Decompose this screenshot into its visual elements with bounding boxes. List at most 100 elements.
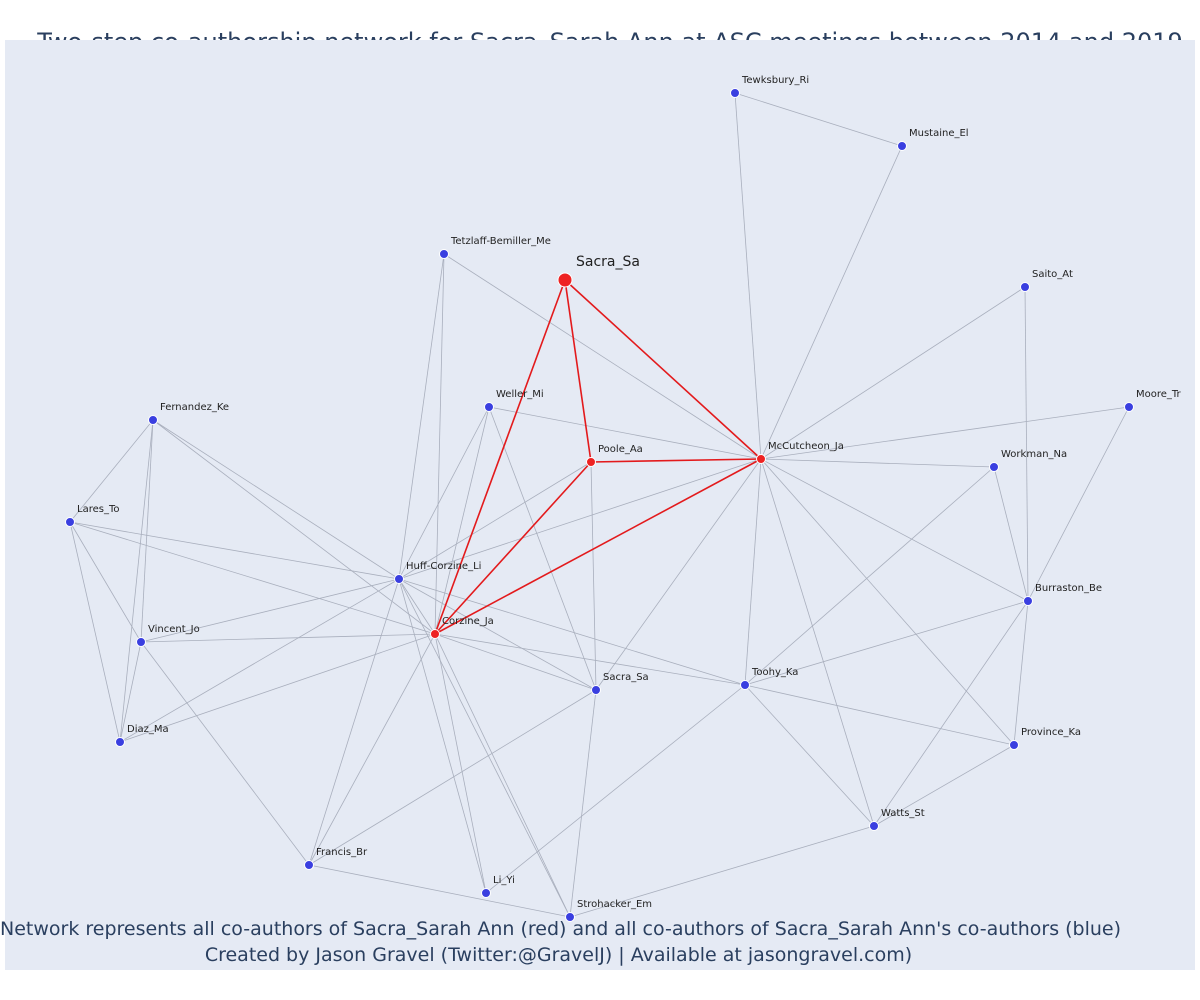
edge-Province_Ka-Watts_St (873, 744, 1015, 827)
edge-Poole_Aa-Huff-Corzine_Li (398, 461, 592, 580)
edge-Weller_Mi-Corzine_Ja (434, 406, 490, 635)
edge-Moore_Tr-Burraston_Be (1027, 406, 1130, 602)
footer-description: Network represents all co-authors of Sac… (0, 918, 1122, 940)
node-label-Toohy_Ka: Toohy_Ka (751, 667, 798, 678)
node-Burraston_Be[interactable] (1023, 596, 1033, 606)
node-Francis_Br[interactable] (304, 860, 314, 870)
edge-Huff-Corzine_Li-Sacra_Sa2 (398, 578, 597, 691)
edge-Lares_To-Huff-Corzine_Li (69, 521, 400, 580)
node-label-Mustaine_El: Mustaine_El (909, 128, 969, 139)
node-Huff-Corzine_Li[interactable] (394, 574, 404, 584)
edge-Francis_Br-Strohacker_Em (308, 864, 571, 918)
node-label-Weller_Mi: Weller_Mi (496, 389, 544, 400)
edge-Moore_Tr-McCutcheon_Ja (760, 406, 1130, 460)
network-graph: Sacra_Sa Poole_Aa McCutcheon_Ja Corzine_Ja T… (65, 75, 1182, 922)
edge-Tewksbury_Ri-McCutcheon_Ja (734, 92, 762, 460)
edge-Tetzlaff-Bemiller_Me-Corzine_Ja (434, 253, 445, 635)
edge-Toohy_Ka-Province_Ka (744, 684, 1015, 746)
node-Weller_Mi[interactable] (484, 402, 494, 412)
node-label-Sacra_Sa_focus: Sacra_Sa (576, 254, 640, 270)
edge-Sacra_Sa_focus-Poole_Aa (564, 279, 592, 463)
edge-Corzine_Ja-Sacra_Sa2 (434, 633, 597, 691)
node-label-Watts_St: Watts_St (881, 808, 925, 819)
edge-Saito_At-McCutcheon_Ja (760, 286, 1026, 460)
node-label-Moore_Tr: Moore_Tr (1136, 389, 1182, 400)
node-label-Saito_At: Saito_At (1032, 269, 1073, 280)
edge-Poole_Aa-Corzine_Ja (434, 461, 592, 635)
edge-Sacra_Sa2-Francis_Br (308, 689, 597, 866)
node-label-Workman_Na: Workman_Na (1001, 449, 1067, 460)
node-Fernandez_Ke[interactable] (148, 415, 158, 425)
node-label-Tetzlaff-Bemiller_Me: Tetzlaff-Bemiller_Me (450, 236, 551, 247)
edge-McCutcheon_Ja-Sacra_Sa2 (595, 458, 762, 691)
network-plot-area: Sacra_Sa Poole_Aa McCutcheon_Ja Corzine_Ja T… (5, 40, 1195, 970)
node-label-Strohacker_Em: Strohacker_Em (577, 899, 652, 910)
node-Moore_Tr[interactable] (1124, 402, 1134, 412)
node-Corzine_Ja[interactable] (430, 629, 440, 639)
node-label-McCutcheon_Ja: McCutcheon_Ja (768, 441, 844, 452)
edge-Weller_Mi-Huff-Corzine_Li (398, 406, 490, 580)
edge-Lares_To-Diaz_Ma (69, 521, 121, 743)
node-label-Fernandez_Ke: Fernandez_Ke (160, 402, 229, 413)
edge-Weller_Mi-McCutcheon_Ja (488, 406, 762, 460)
node-label-Huff-Corzine_Li: Huff-Corzine_Li (406, 561, 481, 572)
edge-Corzine_Ja-Li_Yi (434, 633, 487, 894)
edge-Vincent_Jo-Huff-Corzine_Li (140, 578, 400, 643)
edge-Watts_St-Strohacker_Em (569, 825, 875, 918)
nodes-layer (65, 88, 1134, 922)
node-Diaz_Ma[interactable] (115, 737, 125, 747)
edge-Tetzlaff-Bemiller_Me-McCutcheon_Ja (443, 253, 762, 460)
node-Li_Yi[interactable] (481, 888, 491, 898)
edge-Corzine_Ja-Strohacker_Em (434, 633, 571, 918)
node-Sacra_Sa_focus[interactable] (557, 272, 573, 288)
edge-McCutcheon_Ja-Watts_St (760, 458, 875, 827)
edge-Sacra_Sa2-Strohacker_Em (569, 689, 597, 918)
node-Sacra_Sa2[interactable] (591, 685, 601, 695)
edge-McCutcheon_Ja-Huff-Corzine_Li (398, 458, 762, 580)
node-Watts_St[interactable] (869, 821, 879, 831)
edge-Corzine_Ja-Francis_Br (308, 633, 436, 866)
node-Province_Ka[interactable] (1009, 740, 1019, 750)
node-label-Vincent_Jo: Vincent_Jo (148, 624, 200, 635)
edge-Lares_To-Corzine_Ja (69, 521, 436, 635)
edge-Saito_At-Burraston_Be (1024, 286, 1029, 602)
edge-McCutcheon_Ja-Corzine_Ja (434, 458, 762, 635)
edge-Weller_Mi-Sacra_Sa2 (488, 406, 597, 691)
node-Saito_At[interactable] (1020, 282, 1030, 292)
node-Workman_Na[interactable] (989, 462, 999, 472)
edge-McCutcheon_Ja-Toohy_Ka (744, 458, 762, 686)
node-label-Francis_Br: Francis_Br (316, 847, 368, 858)
edge-Vincent_Jo-Corzine_Ja (140, 633, 436, 643)
edge-Fernandez_Ke-Huff-Corzine_Li (152, 419, 400, 580)
edges-layer (69, 92, 1130, 918)
node-Strohacker_Em[interactable] (565, 912, 575, 922)
edge-Huff-Corzine_Li-Li_Yi (398, 578, 487, 894)
edge-Huff-Corzine_Li-Strohacker_Em (398, 578, 571, 918)
node-Toohy_Ka[interactable] (740, 680, 750, 690)
edge-Toohy_Ka-Watts_St (744, 684, 875, 827)
node-Mustaine_El[interactable] (897, 141, 907, 151)
node-McCutcheon_Ja[interactable] (756, 454, 766, 464)
edge-Tewksbury_Ri-Mustaine_El (734, 92, 903, 147)
node-label-Li_Yi: Li_Yi (493, 875, 515, 886)
edge-Huff-Corzine_Li-Toohy_Ka (398, 578, 746, 686)
node-label-Poole_Aa: Poole_Aa (598, 444, 643, 455)
node-Lares_To[interactable] (65, 517, 75, 527)
node-Poole_Aa[interactable] (586, 457, 596, 467)
edge-Fernandez_Ke-Corzine_Ja (152, 419, 436, 635)
edge-Diaz_Ma-Huff-Corzine_Li (119, 578, 400, 743)
edge-Burraston_Be-Province_Ka (1013, 600, 1029, 746)
node-Vincent_Jo[interactable] (136, 637, 146, 647)
edge-Workman_Na-McCutcheon_Ja (760, 458, 995, 468)
edge-Huff-Corzine_Li-Corzine_Ja (398, 578, 436, 635)
edge-Sacra_Sa_focus-McCutcheon_Ja (564, 279, 762, 460)
edge-Burraston_Be-Watts_St (873, 600, 1029, 827)
edge-Workman_Na-Toohy_Ka (744, 466, 995, 686)
edge-McCutcheon_Ja-Province_Ka (760, 458, 1015, 746)
node-Tewksbury_Ri[interactable] (730, 88, 740, 98)
edge-Vincent_Jo-Francis_Br (140, 641, 310, 866)
node-Tetzlaff-Bemiller_Me[interactable] (439, 249, 449, 259)
node-label-Sacra_Sa2: Sacra_Sa (603, 672, 649, 683)
edge-Tetzlaff-Bemiller_Me-Huff-Corzine_Li (398, 253, 445, 580)
node-label-Tewksbury_Ri: Tewksbury_Ri (741, 75, 809, 86)
